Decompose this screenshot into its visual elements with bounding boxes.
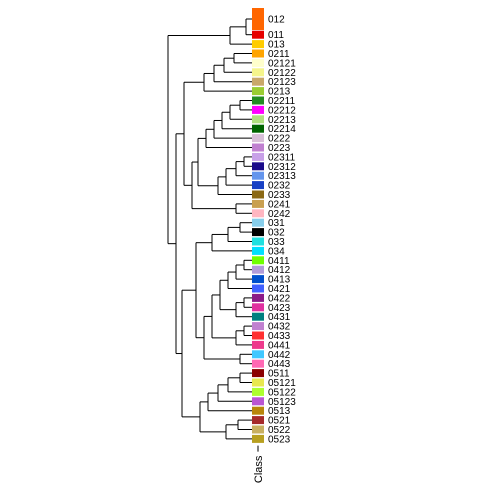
leaf-swatch	[252, 350, 264, 358]
leaf-swatch	[252, 341, 264, 349]
leaf-swatch	[252, 228, 264, 236]
leaf-swatch	[252, 426, 264, 434]
leaf-swatch	[252, 97, 264, 105]
leaf-swatch	[252, 266, 264, 274]
leaf-swatch	[252, 397, 264, 405]
leaf-swatch	[252, 106, 264, 114]
leaf-swatch	[252, 172, 264, 180]
leaf-swatch	[252, 238, 264, 246]
leaf-swatch	[252, 200, 264, 208]
leaf-swatch	[252, 322, 264, 330]
leaf-swatch	[252, 40, 264, 48]
leaf-swatch	[252, 256, 264, 264]
leaf-swatch	[252, 275, 264, 283]
leaf-label: 0523	[268, 434, 291, 445]
leaf-swatch	[252, 285, 264, 293]
leaf-swatch	[252, 50, 264, 58]
axis-label: Class	[253, 455, 265, 483]
leaf-swatch	[252, 219, 264, 227]
leaf-swatch	[252, 144, 264, 152]
leaf-swatch	[252, 247, 264, 255]
leaf-swatch	[252, 31, 264, 39]
leaf-swatch	[252, 379, 264, 387]
leaf-swatch	[252, 360, 264, 368]
leaf-swatch	[252, 332, 264, 340]
leaf-swatch	[252, 181, 264, 189]
leaf-swatch	[252, 162, 264, 170]
leaf-swatch	[252, 153, 264, 161]
leaf-swatch	[252, 115, 264, 123]
leaf-swatch	[252, 313, 264, 321]
leaf-swatch	[252, 191, 264, 199]
leaf-label: 012	[268, 15, 285, 26]
leaf-swatch	[252, 59, 264, 67]
leaf-swatch	[252, 369, 264, 377]
leaf-swatch	[252, 134, 264, 142]
leaf-swatch	[252, 87, 264, 95]
leaf-swatch	[252, 68, 264, 76]
leaf-swatch	[252, 294, 264, 302]
leaf-swatch	[252, 407, 264, 415]
leaf-swatch	[252, 125, 264, 133]
leaf-swatch	[252, 303, 264, 311]
leaf-swatch	[252, 8, 264, 30]
leaf-swatch	[252, 435, 264, 443]
leaf-swatch	[252, 78, 264, 86]
leaf-swatch	[252, 209, 264, 217]
leaf-swatch	[252, 388, 264, 396]
leaf-swatch	[252, 416, 264, 424]
